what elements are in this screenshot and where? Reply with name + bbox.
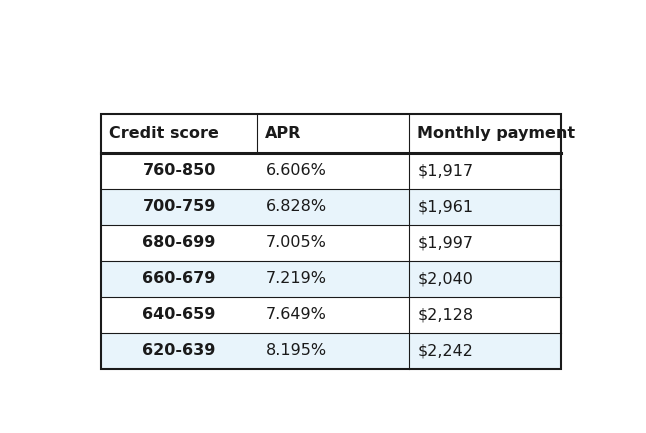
Text: 7.005%: 7.005%: [266, 235, 326, 250]
Text: $1,917: $1,917: [417, 163, 474, 178]
Text: $1,997: $1,997: [417, 235, 474, 250]
Text: Monthly payment: Monthly payment: [417, 126, 576, 141]
Bar: [101, 153, 561, 189]
Bar: [101, 297, 561, 333]
Bar: [101, 189, 561, 225]
Text: 6.606%: 6.606%: [266, 163, 326, 178]
Bar: [101, 114, 561, 153]
Bar: [101, 114, 561, 369]
Text: $2,040: $2,040: [417, 271, 474, 286]
Text: 6.828%: 6.828%: [266, 199, 326, 214]
Text: 8.195%: 8.195%: [266, 343, 326, 358]
Text: APR: APR: [266, 126, 302, 141]
Bar: [101, 225, 561, 261]
Text: 680-699: 680-699: [142, 235, 216, 250]
Text: Credit score: Credit score: [109, 126, 218, 141]
Text: 640-659: 640-659: [142, 307, 216, 322]
Text: $2,128: $2,128: [417, 307, 474, 322]
Text: 700-759: 700-759: [142, 199, 216, 214]
Bar: [101, 261, 561, 297]
Text: 760-850: 760-850: [142, 163, 216, 178]
Text: $1,961: $1,961: [417, 199, 474, 214]
Text: 7.219%: 7.219%: [266, 271, 326, 286]
Text: 620-639: 620-639: [142, 343, 216, 358]
Text: 660-679: 660-679: [142, 271, 216, 286]
Text: 7.649%: 7.649%: [266, 307, 326, 322]
Text: $2,242: $2,242: [417, 343, 474, 358]
Bar: [101, 333, 561, 369]
